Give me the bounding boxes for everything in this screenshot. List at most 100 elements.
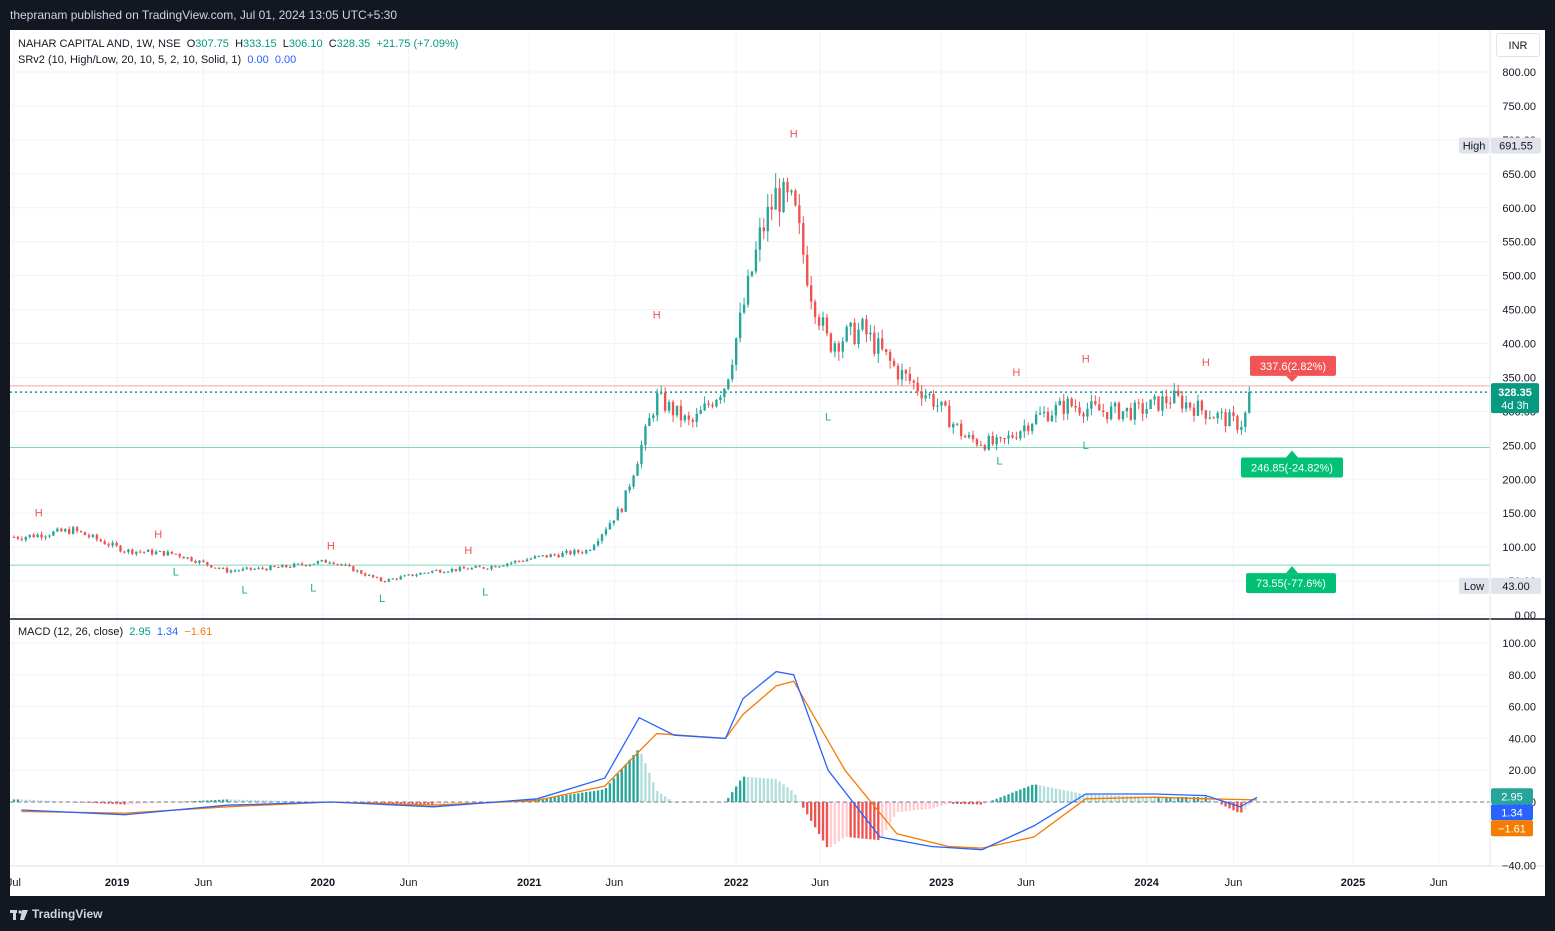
candle-body — [486, 568, 489, 570]
candle-body — [640, 444, 643, 465]
histogram-bar — [959, 802, 963, 805]
histogram-bar — [48, 800, 51, 802]
pivot-high-label: H — [1202, 357, 1210, 369]
time-axis[interactable]: Jul 2019 Jun 2020 Jun 2021 Jun 2022 Jun 2023 Jun 20… — [7, 877, 1448, 889]
histogram-bar — [99, 802, 102, 804]
candle-body — [190, 557, 193, 562]
candle-body — [16, 537, 20, 539]
candle-body — [1098, 404, 1101, 411]
candle-body — [79, 530, 83, 533]
candle-body — [1117, 402, 1121, 420]
price-tick-label: 350.00 — [1502, 372, 1536, 384]
histogram-bar — [861, 802, 864, 839]
candle-body — [948, 405, 951, 428]
candle-body — [166, 551, 170, 556]
candle-body — [557, 554, 560, 558]
histogram-bar — [652, 782, 655, 802]
time-tick-label: Jun — [195, 877, 213, 889]
price-legend[interactable]: NAHAR CAPITAL AND, 1W, NSE O307.75 H333.… — [18, 36, 458, 68]
candle-body — [423, 572, 426, 574]
histogram-bar — [944, 802, 947, 805]
high-value-tag-text: 691.55 — [1499, 141, 1533, 153]
candle-body — [1042, 411, 1046, 414]
macd-name[interactable]: MACD (12, 26, close) — [18, 626, 124, 638]
candle-body — [103, 541, 106, 545]
histogram-bar — [253, 800, 256, 802]
histogram-bar — [1011, 792, 1014, 802]
candle-body — [995, 437, 998, 445]
histogram-bar — [371, 802, 375, 804]
histogram-bar — [873, 802, 876, 840]
histogram-bar — [1228, 802, 1231, 809]
candle-body — [1011, 435, 1014, 438]
histogram-bar — [32, 800, 35, 802]
histogram-bar — [967, 802, 971, 805]
price-tick-label: 150.00 — [1502, 508, 1536, 520]
candle-body — [987, 436, 990, 450]
histogram-bar — [1196, 796, 1200, 802]
histogram-bar — [387, 802, 391, 804]
histogram-bar — [123, 802, 126, 805]
histogram-bar — [640, 753, 643, 802]
candle-body — [1109, 406, 1113, 420]
open-value: 307.75 — [195, 38, 229, 50]
macd-line — [21, 670, 1258, 851]
candle-body — [660, 392, 663, 394]
candle-body — [727, 379, 730, 389]
candle-body — [762, 227, 765, 232]
histogram-bar — [912, 802, 915, 811]
histogram-bar — [423, 802, 426, 805]
histogram-bar — [127, 802, 130, 805]
indicator-name[interactable]: SRv2 (10, High/Low, 20, 10, 5, 2, 10, So… — [18, 54, 242, 66]
pivot-high-label: H — [1012, 367, 1020, 379]
histogram-bar — [1248, 802, 1251, 806]
histogram-bar — [1137, 796, 1140, 802]
currency-button[interactable]: INR — [1496, 33, 1540, 57]
histogram-bar — [1117, 795, 1121, 802]
pivot-low-label: L — [173, 566, 179, 578]
candle-body — [833, 343, 837, 352]
candle-body — [289, 567, 292, 569]
candle-body — [1023, 425, 1026, 432]
candle-body — [431, 570, 434, 573]
histogram-bar — [628, 759, 631, 802]
price-tick-label: 400.00 — [1502, 339, 1536, 351]
candle-body — [375, 577, 379, 579]
candle-body — [636, 464, 639, 476]
hist-value-tag-bg — [1491, 820, 1533, 837]
price-axis[interactable]: 800.00750.00700.00650.00600.00550.00500.… — [1502, 67, 1536, 622]
histogram-bar — [585, 792, 588, 802]
hist-value-tag-text: −1.61 — [1498, 823, 1526, 835]
symbol-name[interactable]: NAHAR CAPITAL AND, 1W, NSE — [18, 38, 181, 50]
histogram-bar — [881, 802, 884, 837]
histogram-bar — [273, 800, 276, 802]
candle-body — [620, 508, 623, 512]
candle-body — [979, 444, 983, 446]
high-label-tag: High — [1459, 137, 1489, 154]
histogram-bar — [888, 802, 892, 824]
candle-body — [983, 445, 987, 450]
histogram-bar — [202, 800, 205, 802]
candle-body — [719, 396, 722, 401]
histogram-bar — [746, 776, 750, 802]
macd-legend-value: 2.95 — [129, 626, 151, 638]
histogram-bar — [1070, 791, 1073, 802]
candle-body — [786, 181, 789, 193]
histogram-bar — [229, 799, 233, 802]
histogram-bar — [687, 802, 691, 803]
macd-legend[interactable]: MACD (12, 26, close) 2.95 1.34 −1.61 — [18, 626, 212, 638]
price-tick-label: 650.00 — [1502, 169, 1536, 181]
histogram-bar — [1177, 796, 1180, 802]
tradingview-logo[interactable]: TradingView — [10, 907, 102, 921]
candle-body — [845, 326, 848, 342]
indicator-row: SRv2 (10, High/Low, 20, 10, 5, 2, 10, So… — [18, 52, 458, 68]
histogram-bar — [442, 802, 446, 805]
candle-body — [944, 401, 947, 406]
histogram-bar — [1082, 793, 1085, 802]
signal-legend-value: 1.34 — [156, 626, 179, 638]
candle-body — [356, 570, 359, 572]
macd-tick-label: 20.00 — [1508, 765, 1536, 777]
